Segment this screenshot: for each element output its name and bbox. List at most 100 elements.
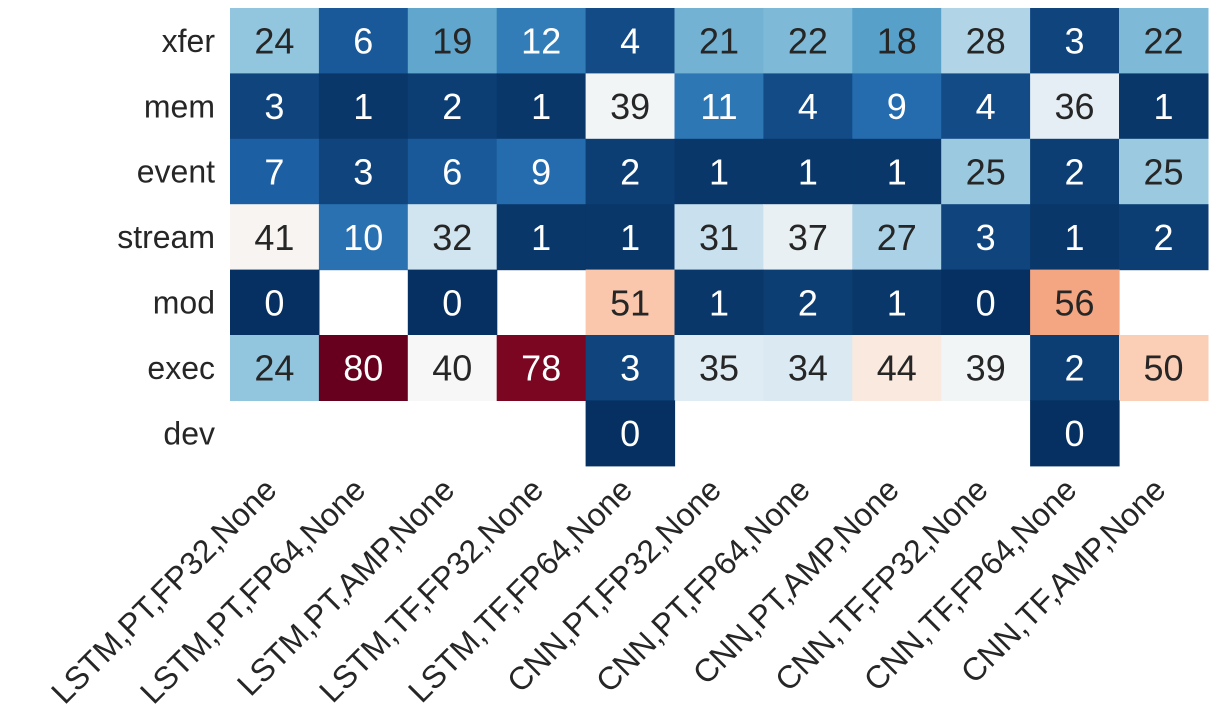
cell-value-label: 22 [1143,21,1183,62]
cell-value-label: 10 [343,217,383,258]
heatmap-cell-mem-10 [1030,73,1120,140]
heatmap-cells [230,8,1209,467]
cell-value-label: 3 [976,217,996,258]
cell-value-label: 2 [620,152,640,193]
heatmap-cell-stream-9 [941,204,1031,271]
heatmap-cell-mod-6 [674,269,764,336]
cell-value-label: 41 [254,217,294,258]
heatmap-cell-mod-5 [585,269,676,336]
y-tick-label-mem: mem [144,88,215,124]
cell-value-label: 6 [353,21,373,62]
cell-value-label: 39 [966,348,1006,389]
cell-value-label: 1 [798,152,818,193]
heatmap-cell-mod-3 [407,269,498,336]
cell-value-label: 51 [610,282,650,323]
cell-value-label: 0 [976,282,996,323]
cell-value-label: 3 [1064,21,1084,62]
cell-value-label: 35 [699,348,739,389]
heatmap-cell-xfer-1 [230,8,320,74]
heatmap-cell-dev-10 [1030,400,1120,467]
heatmap-cell-event-10 [1030,138,1120,205]
heatmap-cell-mem-4 [496,73,587,140]
heatmap-cell-xfer-4 [496,8,587,74]
cell-value-label: 1 [620,217,640,258]
cell-value-label: 3 [264,86,284,127]
heatmap-cell-mem-2 [318,73,409,140]
heatmap-cell-mem-11 [1119,73,1209,140]
cell-value-label: 1 [709,282,729,323]
heatmap-cell-mod-7 [763,269,853,336]
cell-value-label: 1 [531,217,551,258]
heatmap-cell-exec-4 [496,335,587,401]
heatmap-cell-exec-10 [1030,335,1120,401]
cell-value-label: 25 [1143,152,1183,193]
cell-value-label: 3 [353,152,373,193]
cell-value-label: 28 [966,21,1006,62]
cell-value-label: 0 [442,282,462,323]
cell-value-label: 1 [709,152,729,193]
heatmap-cell-event-1 [230,138,320,205]
y-tick-label-stream: stream [117,219,215,255]
cell-value-label: 1 [1153,86,1173,127]
heatmap-cell-xfer-7 [763,8,853,74]
cell-value-label: 0 [1064,413,1084,454]
heatmap-cell-stream-3 [407,204,498,271]
heatmap-cell-event-3 [407,138,498,205]
cell-value-label: 2 [442,86,462,127]
cell-value-label: 50 [1143,348,1183,389]
heatmap-cell-stream-10 [1030,204,1120,271]
heatmap-cell-exec-1 [230,335,320,401]
heatmap-cell-mem-7 [763,73,853,140]
cell-value-label: 4 [798,86,818,127]
cell-value-label: 12 [521,21,561,62]
heatmap-cell-event-7 [763,138,853,205]
y-tick-label-event: event [137,154,215,190]
cell-value-label: 1 [1064,217,1084,258]
heatmap-cell-exec-2 [318,335,409,401]
heatmap-cell-stream-8 [852,204,942,271]
cell-value-label: 2 [1153,217,1173,258]
heatmap-cell-event-4 [496,138,587,205]
heatmap-cell-mem-8 [852,73,942,140]
cell-value-label: 24 [254,21,294,62]
heatmap-cell-mem-6 [674,73,764,140]
cell-value-label: 32 [432,217,472,258]
cell-value-label: 2 [1064,152,1084,193]
heatmap-cell-xfer-2 [318,8,409,74]
cell-value-label: 27 [877,217,917,258]
cell-value-label: 56 [1054,282,1094,323]
heatmap-cell-exec-11 [1119,335,1209,401]
cell-value-label: 1 [353,86,373,127]
heatmap-cell-stream-1 [230,204,320,271]
cell-value-label: 36 [1054,86,1094,127]
heatmap-cell-exec-6 [674,335,764,401]
heatmap-cell-mem-3 [407,73,498,140]
cell-value-label: 9 [887,86,907,127]
cell-value-label: 4 [976,86,996,127]
heatmap-cell-mod-9 [941,269,1031,336]
heatmap-cell-xfer-10 [1030,8,1120,74]
cell-value-label: 37 [788,217,828,258]
cell-value-label: 22 [788,21,828,62]
heatmap-cell-event-11 [1119,138,1209,205]
heatmap-cell-xfer-9 [941,8,1031,74]
heatmap-cell-xfer-8 [852,8,942,74]
heatmap-cell-xfer-5 [585,8,676,74]
cell-value-label: 1 [887,282,907,323]
heatmap-cell-xfer-6 [674,8,764,74]
heatmap-cell-dev-5 [585,400,676,467]
heatmap-cell-event-2 [318,138,409,205]
heatmap-cell-exec-7 [763,335,853,401]
cell-value-label: 1 [531,86,551,127]
cell-value-label: 34 [788,348,828,389]
heatmap-cell-exec-5 [585,335,676,401]
heatmap-cell-mod-8 [852,269,942,336]
cell-value-label: 40 [432,348,472,389]
x-tick-labels: LSTM,PT,FP32,NoneLSTM,PT,FP64,NoneLSTM,P… [44,471,1172,710]
cell-value-label: 24 [254,348,294,389]
heatmap-cell-event-6 [674,138,764,205]
cell-value-label: 80 [343,348,383,389]
cell-value-label: 9 [531,152,551,193]
heatmap-cell-exec-3 [407,335,498,401]
